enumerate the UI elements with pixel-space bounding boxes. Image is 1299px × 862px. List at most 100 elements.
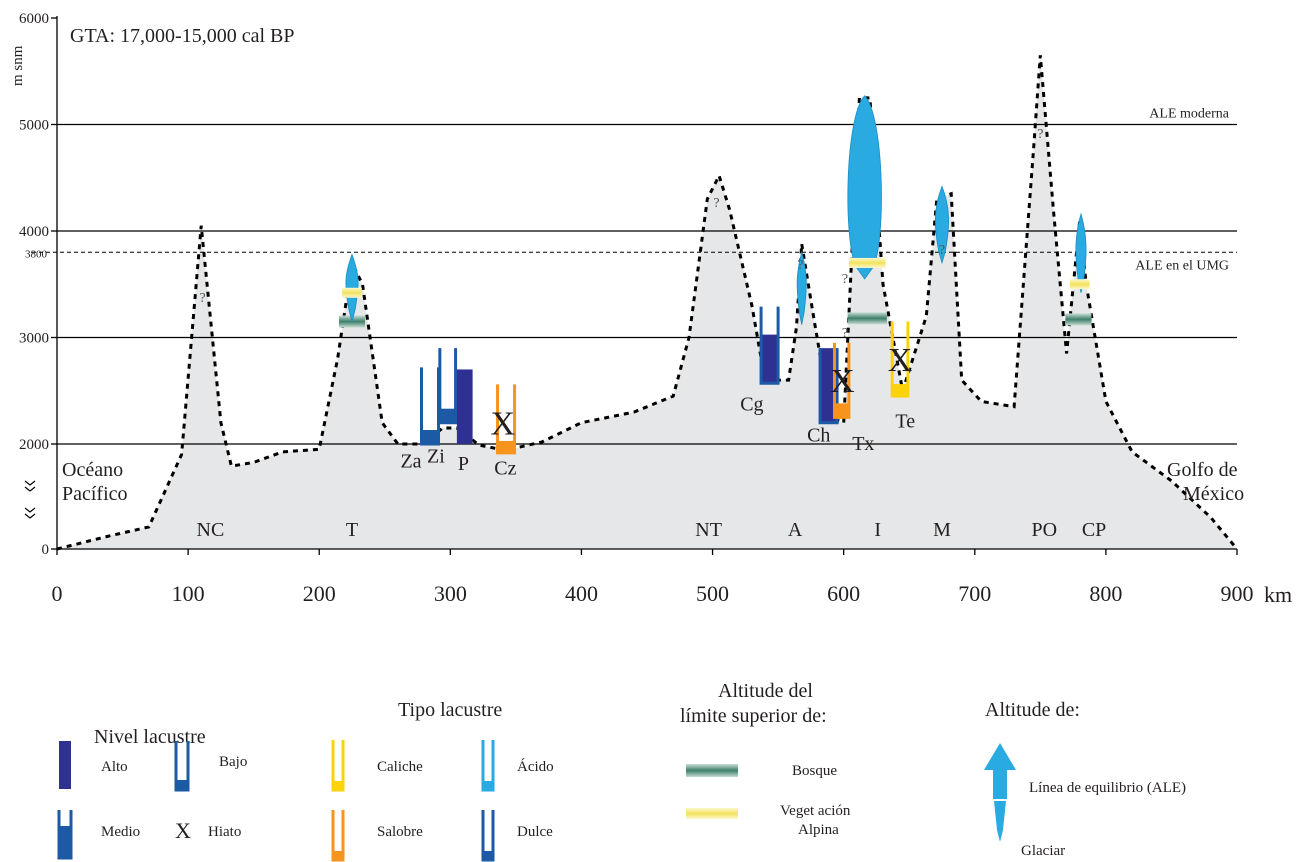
lake-label-Zi: Zi [427,446,445,468]
y-tick-label-0: 0 [42,542,50,558]
lake-Zi: Zi [427,348,458,468]
legend-limite: Altitude del límite superior de: Bosque … [680,680,851,838]
lake-outline-Ch [818,348,839,425]
lake-fill-Zi [439,408,456,423]
chart-title: GTA: 17,000-15,000 cal BP [70,25,295,47]
glacier-mark-3 [934,185,950,265]
lake-fill-Tx [834,403,849,418]
region-label-I: I [874,519,881,541]
lake-Cg: Cg [740,306,780,416]
legend-nivel: Nivel lacustre Alto Bajo Medio X Hiato [57,726,247,860]
region-label-CP: CP [1082,519,1106,541]
terrain-profile-line [56,55,1239,551]
legend-hiato-symbol: X [175,818,191,843]
question-mark-2: ? [797,258,803,273]
question-mark-6: ? [1037,127,1043,142]
x-tick-label-600: 600 [827,581,860,606]
region-label-M: M [933,519,951,541]
grid-lines: ALE moderna ALE en el UMG [32,107,1237,445]
lake-Te: Te [890,321,915,433]
legend-limite-title2: límite superior de: [680,705,827,727]
legend-glacier-drop-icon [994,801,1006,842]
region-label-PO: PO [1031,519,1057,541]
lake-fill-Te [892,384,908,397]
x-tick-label-300: 300 [434,581,467,606]
legend-alpina-swatch [686,808,738,819]
lake-fill-Cg [761,334,779,384]
y-tick-label-6000: 6000 [19,11,49,27]
glacier-mark-4 [1075,212,1087,293]
lake-outline-Cg [759,306,780,385]
region-label-T: T [346,519,358,541]
legend-medio-label: Medio [101,824,140,840]
legend-veget-label: Veget ación [780,803,851,819]
legend-caliche-swatch [331,740,345,792]
y-tick-label-4000: 4000 [19,224,49,240]
legend-alpina-label: Alpina [798,822,839,838]
lake-fill-P [456,369,473,444]
legend-alto-swatch [59,741,71,789]
legend-tipo-title: Tipo lacustre [398,699,502,721]
legend-salobre-label: Salobre [377,824,423,840]
gulf-label-line1: Golfo de [1167,459,1238,481]
x-tick-label-900: 900 [1221,581,1254,606]
x-tick-label-500: 500 [696,581,729,606]
y-tick-label-3800: 3800 [25,248,48,260]
legend-limite-title1: Altitude del [718,680,813,702]
legend-hiato-label: Hiato [208,824,241,840]
alpine-limit-band-0 [342,287,362,298]
legend-glaciar-label: Glaciar [1021,843,1065,859]
forest-limit-band-1 [847,312,887,325]
question-mark-3: ? [842,272,848,287]
alpine-limit-band-2 [1069,279,1090,290]
legend-ale-arrow-icon [984,743,1016,799]
y-axis-break-mark [24,480,36,519]
gulf-label-line2: México [1183,483,1244,505]
x-tick-label-100: 100 [172,581,205,606]
legend-ale-label: Línea de equilibrio (ALE) [1029,780,1186,796]
terrain-profile-fill [57,55,1237,550]
legend-acido-label: Ácido [517,758,554,775]
lake-label-Za: Za [400,450,421,472]
lake-fill-Ch [820,348,838,423]
legend-acido-swatch [481,740,495,792]
ocean-label-line2: Pacífico [62,483,128,505]
lake-Tx: Tx [832,342,874,455]
x-tick-label-200: 200 [303,581,336,606]
x-tick-label-700: 700 [958,581,991,606]
y-axis-label: m snm [10,45,26,86]
lake-fill-Za [421,430,439,444]
lake-label-Cg: Cg [740,394,763,416]
axes: 0 2000 3000 4000 5000 6000 3800 0 100 200 300 400 50… [19,11,1254,606]
forest-limit-band-2 [1065,313,1092,326]
hiatus-mark-2: X [888,342,913,379]
x-tick-label-0: 0 [52,581,63,606]
region-label-NC: NC [197,519,225,541]
lake-label-P: P [458,453,469,475]
legend-tipo: Tipo lacustre Caliche Ácido Salobre Dulc… [331,699,554,862]
y-tick-label-3000: 3000 [19,331,49,347]
x-tick-label-400: 400 [565,581,598,606]
hiatus-mark-1: X [830,363,855,400]
legend-bosque-label: Bosque [792,763,837,779]
glacier-mark-1 [796,250,807,325]
x-tick-label-800: 800 [1089,581,1122,606]
lake-label-Tx: Tx [852,433,874,455]
legend-alto-label: Alto [101,759,128,775]
x-axis-unit: km [1264,582,1292,607]
lake-Cz: Cz [494,384,517,480]
reference-label-1: ALE en el UMG [1135,258,1229,273]
legend-bajo-label: Bajo [219,754,247,770]
lake-label-Cz: Cz [494,458,516,480]
legend-altitud: Altitude de: Línea de equilibrio (ALE) G… [984,699,1186,859]
alpine-limit-band-1 [848,257,886,268]
legend-caliche-label: Caliche [377,759,423,775]
legend-dulce-swatch [481,810,495,862]
lake-fill-Cz [497,440,515,453]
lake-Ch: Ch [807,348,839,446]
legend-altitud-title: Altitude de: [985,699,1080,721]
question-mark-4: ? [842,326,848,341]
region-label-A: A [788,519,803,541]
